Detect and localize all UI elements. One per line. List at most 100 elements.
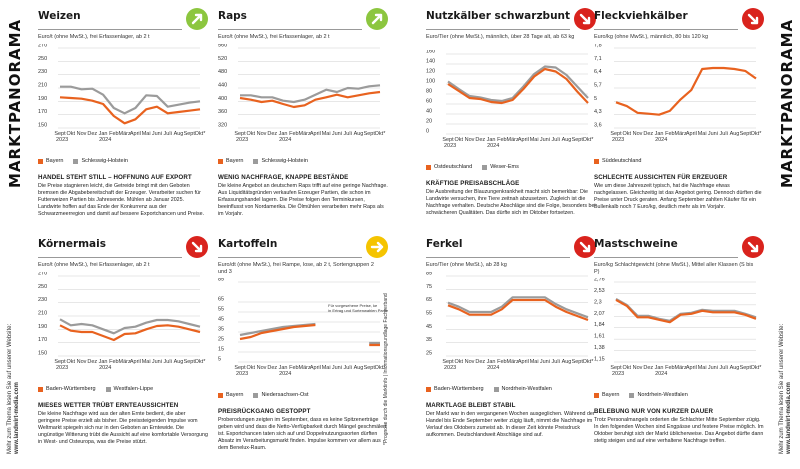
- y-tick-label: 55: [426, 311, 432, 317]
- x-tick-label: April: [310, 365, 321, 371]
- legend-label: Schleswig-Holstein: [81, 158, 128, 164]
- y-tick-label: 150: [38, 351, 47, 357]
- side-note-left-url[interactable]: www.landwirt-media.com: [14, 382, 20, 454]
- article-body: Der Markt war in den vergangenen Wochen …: [426, 411, 595, 438]
- x-tick-label: April: [518, 359, 529, 365]
- legend-item: Nordrhein-Westfalen: [629, 392, 688, 398]
- panel-title: Raps: [218, 10, 247, 22]
- unit-label: Euro/t (ohne MwSt.), frei Erfassenlager,…: [218, 34, 330, 40]
- y-tick-label: 65: [218, 297, 224, 303]
- series-line: [59, 324, 201, 342]
- legend-item: Schleswig-Holstein: [73, 158, 128, 164]
- y-tick-label: 5,7: [594, 83, 602, 89]
- x-tick-label: Jan: [279, 365, 288, 371]
- x-tick-label: Feb: [289, 131, 298, 137]
- x-tick-label: Juni: [708, 131, 718, 137]
- x-tick-label: März: [674, 131, 686, 137]
- x-tick-label: Sept: [234, 365, 246, 371]
- x-tick-label: Okt: [66, 359, 75, 365]
- series-line: [615, 66, 757, 116]
- article-body: Die Preise stagnieren leicht, die Getrei…: [38, 183, 205, 217]
- trend-up-icon: [186, 8, 208, 30]
- chart-legend: Baden-Württemberg Westfalen-Lippe: [38, 386, 153, 392]
- x-tick-label: Okt: [246, 131, 255, 137]
- unit-label: Euro/kg (ohne MwSt.), männlich, 80 bis 1…: [594, 34, 709, 40]
- y-tick-label: 65: [426, 297, 432, 303]
- y-tick-label: 160: [426, 50, 435, 55]
- x-tick-label: Okt: [622, 131, 631, 137]
- y-tick-label: 1,84: [594, 322, 605, 328]
- x-tick-label: Dez: [267, 131, 277, 137]
- x-tick-label: Okt: [66, 131, 75, 137]
- title-rule: [594, 29, 738, 30]
- x-tick-label: Sept: [364, 131, 376, 137]
- legend-item: Weser-Ems: [482, 164, 519, 170]
- x-tick-label: Mai: [142, 359, 151, 365]
- x-tick-label: Juni: [708, 365, 718, 371]
- chart-note: Für vorgesehene Preise, ke: [328, 303, 378, 308]
- y-tick-label: 1,15: [594, 357, 605, 363]
- panel-title: Fleckviehkälber: [594, 10, 688, 22]
- y-tick-label: 170: [38, 337, 47, 343]
- legend-label: Bayern: [226, 392, 244, 398]
- legend-swatch: [38, 386, 43, 392]
- y-tick-label: 85: [426, 272, 432, 277]
- y-tick-label: 120: [426, 69, 435, 75]
- article-headline: MIESES WETTER TRÜBT ERNTEAUSSICHTEN: [38, 402, 179, 409]
- y-tick-label: 320: [218, 123, 227, 129]
- x-tick-label: Mai: [322, 131, 331, 137]
- y-tick-label: 4,3: [594, 109, 602, 115]
- chart-legend: Bayern Niedersachsen-Ost: [218, 392, 309, 398]
- x-tick-label: Jan: [655, 365, 664, 371]
- x-tick-label: Juni: [152, 131, 162, 137]
- x-tick-label: Feb: [497, 359, 506, 365]
- series-line: [59, 96, 201, 125]
- y-tick-label: 7,1: [594, 56, 602, 62]
- legend-label: Nordrhein-Westfalen: [637, 392, 688, 398]
- article-headline: WENIG NACHFRAGE, KNAPPE BESTÄNDE: [218, 174, 349, 181]
- x-tick-label: Sept: [610, 131, 622, 137]
- x-year-label: 2024: [99, 365, 111, 371]
- y-tick-label: 210: [38, 83, 47, 89]
- x-year-label: 2024: [487, 365, 499, 371]
- x-year-label: 2023: [236, 137, 248, 143]
- x-tick-label: Juni: [540, 137, 550, 143]
- x-year-label: 2023: [444, 365, 456, 371]
- legend-item: Bayern: [218, 158, 243, 164]
- y-tick-label: 3,6: [594, 123, 602, 129]
- y-tick-label: 40: [426, 109, 432, 115]
- article-body: Proberodungen zeigten im September, dass…: [218, 417, 387, 451]
- y-tick-label: 480: [218, 69, 227, 75]
- x-tick-label: Aug: [730, 131, 740, 137]
- chart-legend: Bayern Schleswig-Holstein: [218, 158, 308, 164]
- x-tick-label: Aug: [174, 131, 184, 137]
- legend-label: Bayern: [226, 158, 244, 164]
- title-rule: [426, 29, 570, 30]
- x-tick-label: Sept: [364, 365, 376, 371]
- y-tick-label: 150: [38, 123, 47, 129]
- series-line: [447, 298, 589, 322]
- x-tick-label: Feb: [289, 365, 298, 371]
- side-note-right-url[interactable]: www.landwirt-media.com: [786, 382, 792, 454]
- y-tick-label: 45: [426, 324, 432, 330]
- y-tick-label: 190: [38, 96, 47, 102]
- x-tick-label: Sept: [54, 131, 66, 137]
- article-headline: BELEBUNG NUR VON KURZER DAUER: [594, 408, 714, 415]
- y-tick-label: 140: [426, 59, 435, 65]
- x-tick-label: Dez: [643, 365, 653, 371]
- y-tick-label: 400: [218, 96, 227, 102]
- x-tick-label: Feb: [497, 137, 506, 143]
- y-tick-label: 35: [426, 337, 432, 343]
- series-line: [447, 67, 589, 105]
- y-tick-label: 250: [38, 284, 47, 290]
- x-tick-label: Okt*: [375, 365, 387, 371]
- x-tick-label: Aug: [354, 365, 364, 371]
- x-tick-label: Nov: [257, 365, 267, 371]
- x-tick-label: Okt: [454, 137, 463, 143]
- chart-legend: Süddeutschland: [594, 158, 641, 164]
- article-body: Die Ausbreitung der Blauzungenkrankheit …: [426, 189, 596, 216]
- x-tick-label: März: [298, 131, 310, 137]
